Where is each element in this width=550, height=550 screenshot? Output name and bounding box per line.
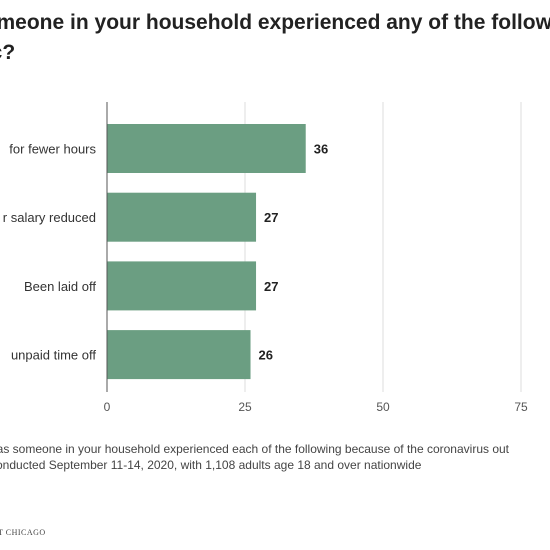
chart-title: someone in your household experienced an… — [0, 8, 550, 98]
bar — [107, 192, 257, 242]
data-label: 27 — [264, 210, 278, 225]
chart-footnote: has someone in your household experience… — [0, 441, 550, 489]
category-label: unpaid time off — [11, 348, 96, 363]
x-tick-label: 0 — [104, 400, 111, 414]
x-tick-label: 75 — [514, 400, 528, 414]
source-credit: T CHICAGO — [0, 528, 46, 537]
footnote-line-1: has someone in your household experience… — [0, 442, 510, 456]
bar — [107, 330, 251, 380]
x-tick-label: 50 — [376, 400, 390, 414]
x-tick-label: 25 — [238, 400, 252, 414]
data-label: 26 — [259, 348, 273, 363]
footnote-line-2: conducted September 11-14, 2020, with 1,… — [0, 458, 422, 472]
chart-title-line-2: nic? — [0, 41, 16, 64]
category-label: r salary reduced — [3, 210, 96, 225]
bar — [107, 124, 306, 173]
category-label: for fewer hours — [9, 142, 96, 157]
data-label: 36 — [314, 142, 328, 157]
data-label: 27 — [264, 279, 278, 294]
chart-title-line-1: someone in your household experienced an… — [0, 11, 550, 34]
bar — [107, 261, 257, 311]
bar-chart: 0 25 50 75 36 for fewer hours 27 r salary reduc… — [3, 102, 528, 414]
category-label: Been laid off — [24, 279, 96, 294]
